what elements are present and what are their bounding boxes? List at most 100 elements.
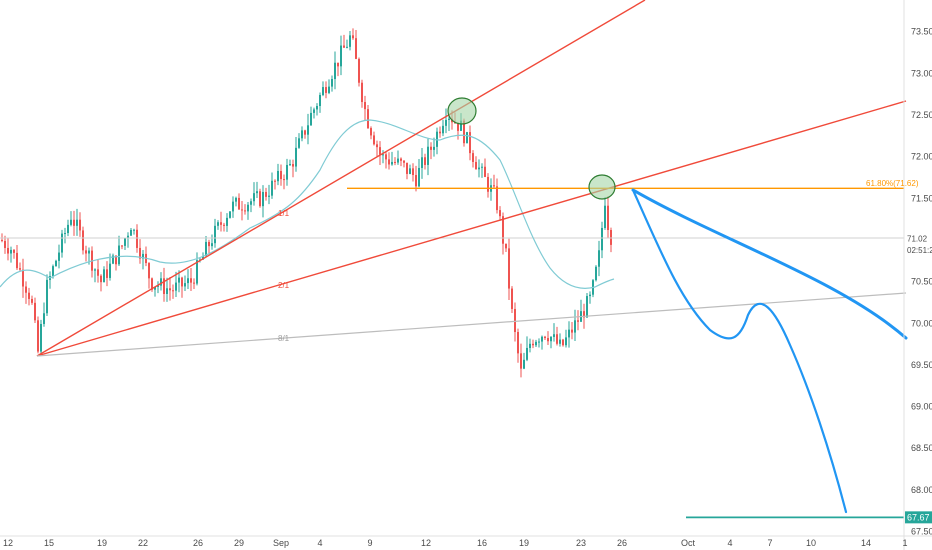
candle-body [562, 339, 564, 346]
candle-body [337, 62, 339, 67]
gann-label-1-1: 1/1 [278, 209, 290, 218]
candle-body [349, 35, 351, 47]
target-price-label: 67.67 [907, 512, 930, 522]
candle-body [127, 235, 129, 239]
price-axis[interactable]: 73.5073.0072.5072.0071.5071.0070.5070.00… [903, 0, 932, 550]
candle-body [7, 247, 9, 254]
candle-body [529, 343, 531, 348]
candle-body [550, 336, 552, 342]
candle-body [280, 170, 282, 180]
candle-body [388, 159, 390, 165]
candle-body [445, 119, 447, 126]
candle-body [235, 197, 237, 202]
price-badge-label: 02:51:25 [907, 246, 932, 255]
candle-body [109, 263, 111, 278]
touch-circle [447, 97, 477, 125]
candle-body [226, 217, 228, 226]
candle-body [76, 219, 78, 226]
candle-body [208, 241, 210, 247]
candle-body [46, 279, 48, 314]
candle-body [532, 343, 534, 346]
touch-circle [588, 174, 616, 200]
candle-body [460, 120, 462, 131]
candle-body [106, 269, 108, 278]
price-tick-label: 71.50 [911, 193, 932, 203]
time-tick-label: 26 [193, 538, 203, 548]
candle-body [559, 339, 561, 344]
candle-body [505, 243, 507, 249]
candle-body [97, 269, 99, 276]
drawing-overlays [0, 0, 908, 519]
candle-body [13, 249, 15, 253]
candle-body [331, 79, 333, 87]
candle-body [4, 240, 6, 248]
candle-body [88, 250, 90, 254]
candle-body [322, 87, 324, 95]
candle-body [160, 278, 162, 286]
annotation-labels: 61.80%(71.62) 1/1 2/1 8/1 [278, 179, 919, 343]
candle-body [364, 102, 366, 110]
time-tick-label: 14 [861, 538, 871, 548]
candle-body [499, 210, 501, 217]
candle-body [37, 320, 39, 352]
candle-body [556, 334, 558, 344]
candle-body [538, 341, 540, 343]
candle-body [22, 269, 24, 287]
fib-level-label: 61.80%(71.62) [866, 179, 919, 188]
candle-body [604, 205, 606, 228]
candle-body [316, 106, 318, 110]
time-tick-label: 4 [317, 538, 322, 548]
candle-body [79, 219, 81, 231]
candle-body [310, 112, 312, 126]
candle-body [355, 38, 357, 59]
candle-body [289, 164, 291, 166]
candle-body [244, 210, 246, 212]
candle-body [193, 282, 195, 284]
candle-body [511, 288, 513, 309]
candle-body [25, 286, 27, 293]
candle-body [61, 233, 63, 253]
candle-body [139, 247, 141, 259]
candle-body [391, 161, 393, 165]
candle-body [568, 329, 570, 338]
candle-body [262, 191, 264, 207]
candle-body [136, 229, 138, 248]
candle-body [157, 285, 159, 287]
candle-body [241, 209, 243, 211]
candle-body [247, 204, 249, 212]
candle-body [10, 249, 12, 254]
time-tick-label: 23 [576, 538, 586, 548]
candle-body [70, 219, 72, 225]
candle-body [19, 268, 21, 270]
candle-body [118, 245, 120, 265]
candle-body [421, 157, 423, 168]
candle-body [394, 161, 396, 163]
candle-body [343, 45, 345, 48]
time-tick-label: 16 [477, 538, 487, 548]
candle-body [286, 164, 288, 180]
candle-body [40, 323, 42, 352]
candle-body [52, 266, 54, 277]
gann-line-2-1 [36, 100, 907, 357]
gann-line-1-1 [36, 0, 646, 357]
candle-body [598, 250, 600, 267]
candle-body [361, 82, 363, 103]
time-axis[interactable]: 12 15 19 22 26 29 Sep 4 9 12 16 19 23 26 Oct 4 7 10 14 1 [0, 535, 932, 548]
price-tick-label: 73.00 [911, 68, 932, 78]
price-tick-label: 73.50 [911, 27, 932, 37]
candle-body [163, 278, 165, 294]
candle-body [469, 132, 471, 154]
candle-body [268, 195, 270, 197]
candle-body [487, 176, 489, 192]
candle-body [259, 191, 261, 207]
time-tick-label: 19 [519, 538, 529, 548]
candle-body [211, 243, 213, 247]
candle-body [325, 87, 327, 93]
price-tick-label: 70.00 [911, 318, 932, 328]
price-tick-label: 69.50 [911, 360, 932, 370]
candle-body [334, 62, 336, 80]
candle-body [28, 292, 30, 299]
candle-body [472, 153, 474, 162]
time-tick-label: 1 [902, 538, 907, 548]
